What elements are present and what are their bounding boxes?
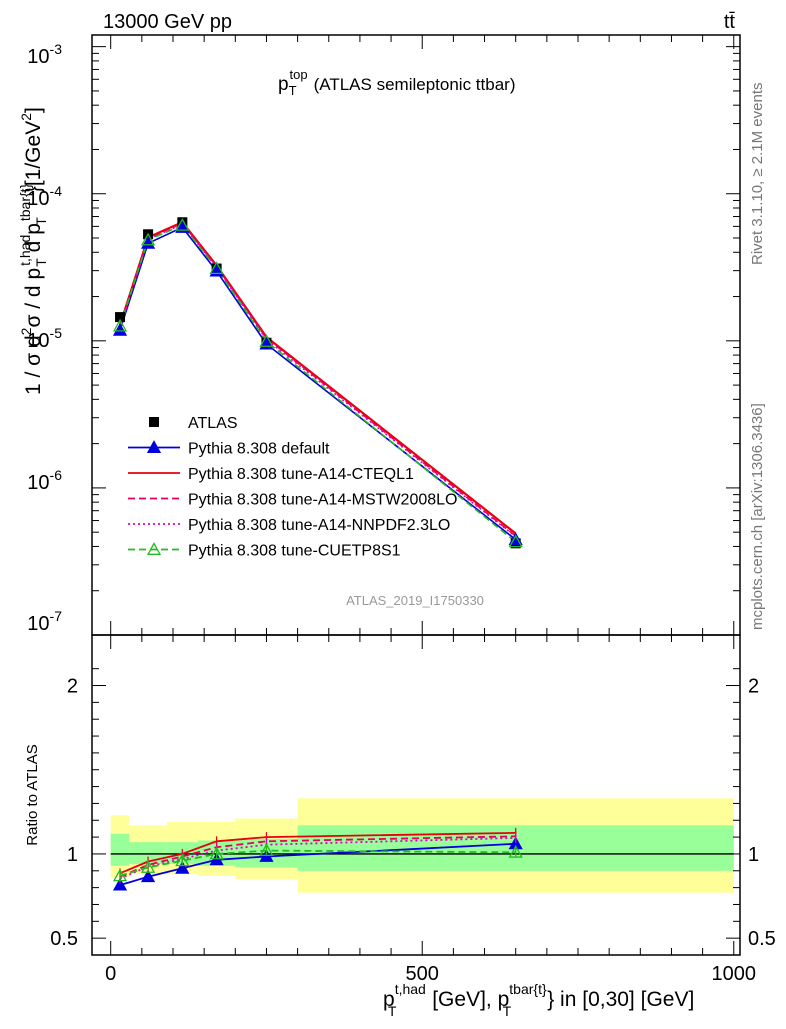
legend-label: ATLAS	[188, 415, 238, 432]
main-ytick-labels: 10-7 10-6 10-5 10-4 10-3	[27, 41, 62, 635]
main-series-5-line	[119, 224, 517, 543]
ratio-ytick-label-left: 2	[67, 676, 78, 698]
main-series-5-point	[259, 334, 274, 347]
title-sup: top	[290, 67, 308, 82]
main-series-4-line	[119, 223, 517, 538]
title-main: p	[278, 74, 289, 95]
main-ylabel: 1 / σ d2σ / d pt,hadT d ptbar{t}T}[1/GeV…	[17, 107, 49, 395]
main-series-0-point	[115, 312, 126, 323]
ytick-label-1e-4: 10-4	[27, 183, 62, 210]
energy-label: 13000 GeV pp	[103, 11, 232, 33]
ytick-label-1e-6: 10-6	[27, 467, 62, 494]
main-series-2-line	[118, 220, 517, 535]
main-series-5-point	[140, 232, 156, 246]
ratio-ytick-label-right: 2	[748, 676, 759, 698]
legend-marker	[146, 542, 162, 555]
main-series-1-point	[140, 236, 156, 249]
xtick-label: 500	[406, 963, 439, 985]
analysis-annotation: ATLAS_2019_I1750330	[346, 593, 484, 608]
main-series-5-point	[112, 318, 128, 332]
legend-label: Pythia 8.308 tune-A14-NNPDF2.3LO	[188, 517, 450, 534]
ratio-plot-frame	[91, 634, 741, 956]
main-series-1-line	[119, 226, 517, 541]
process-label: tt̄	[724, 11, 736, 33]
main-series-1-point	[112, 322, 128, 336]
legend-marker	[146, 440, 162, 453]
legend-label: Pythia 8.308 default	[188, 441, 330, 458]
xtick-label: 0	[105, 963, 116, 985]
main-series-5-point	[175, 217, 190, 231]
main-series-5-point	[508, 534, 523, 548]
ratio-ytick-label-right: 1	[748, 844, 759, 866]
plot-elements: 0 500 1000 0.5 0.5 1 1 2 2 ATLAS Pythia 8.308 defa…	[50, 34, 776, 985]
ratio-ytick-label-left: 1	[67, 844, 78, 866]
mcplots-label: mcplots.cern.ch [arXiv:1306.3436]	[749, 403, 766, 630]
main-title: pTtop (ATLAS semileptonic ttbar)	[278, 67, 515, 98]
ytick-label-1e-3: 10-3	[27, 41, 62, 68]
ratio-ytick-label-left: 0.5	[50, 928, 78, 950]
rivet-label: Rivet 3.1.10, ≥ 2.1M events	[749, 83, 766, 266]
ytick-label-1e-5: 10-5	[27, 325, 62, 352]
main-series-5-point	[209, 261, 224, 274]
legend-label: Pythia 8.308 tune-A14-MSTW2008LO	[188, 492, 457, 509]
ratio-series-1-line	[119, 832, 516, 875]
ytick-label-1e-7: 10-7	[27, 608, 62, 635]
legend-label: Pythia 8.308 tune-CUETP8S1	[188, 543, 401, 560]
title-sub: T	[289, 83, 297, 98]
legend-marker	[149, 417, 159, 427]
xlabel: pt,had T [GeV], ptbar{t} T} in [0,30] [GeV…	[383, 981, 694, 1019]
xtick-label: 1000	[712, 963, 757, 985]
main-series-3-line	[119, 222, 517, 537]
ratio-series-2-line	[119, 835, 516, 878]
ratio-ylabel: Ratio to ATLAS	[24, 744, 41, 845]
ratio-ytick-label-right: 0.5	[748, 928, 776, 950]
legend-label: Pythia 8.308 tune-A14-CTEQL1	[188, 466, 414, 483]
title-rest: (ATLAS semileptonic ttbar)	[314, 75, 516, 94]
uncertainty-band-inner	[110, 833, 130, 866]
